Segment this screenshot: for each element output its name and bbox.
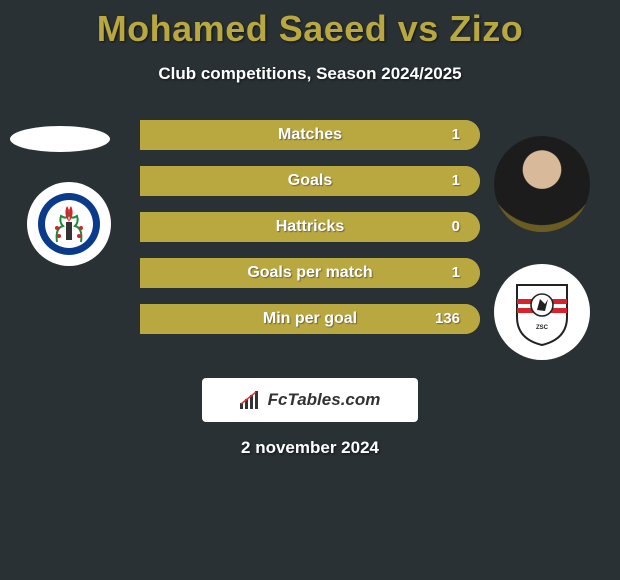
stat-row: Hattricks0: [140, 212, 480, 242]
stat-row: Goals per match1: [140, 258, 480, 288]
stat-bars: Matches1Goals1Hattricks0Goals per match1…: [140, 120, 480, 350]
stat-row: Min per goal136: [140, 304, 480, 334]
chart-icon: [240, 391, 262, 409]
page-title: Mohamed Saeed vs Zizo: [0, 0, 620, 50]
bar-value-right: 1: [452, 166, 460, 196]
subtitle: Club competitions, Season 2024/2025: [0, 64, 620, 84]
bar-value-right: 136: [435, 304, 460, 334]
right-player-photo: [494, 136, 590, 232]
date-label: 2 november 2024: [0, 438, 620, 458]
bar-value-right: 1: [452, 258, 460, 288]
right-club-badge: ZSC: [494, 264, 590, 360]
svg-text:ZSC: ZSC: [536, 325, 549, 331]
watermark: FcTables.com: [202, 378, 418, 422]
smouha-badge-icon: [37, 192, 101, 256]
bar-value-right: 1: [452, 120, 460, 150]
stat-row: Goals1: [140, 166, 480, 196]
bar-label: Goals: [140, 166, 480, 196]
bar-label: Min per goal: [140, 304, 480, 334]
bar-label: Goals per match: [140, 258, 480, 288]
comparison-stage: ZSC Matches1Goals1Hattricks0Goals per ma…: [0, 112, 620, 372]
left-player-placeholder: [10, 126, 110, 152]
bar-label: Hattricks: [140, 212, 480, 242]
stat-row: Matches1: [140, 120, 480, 150]
bar-label: Matches: [140, 120, 480, 150]
watermark-label: FcTables.com: [268, 390, 381, 410]
bar-value-right: 0: [452, 212, 460, 242]
left-club-badge: [27, 182, 111, 266]
zamalek-badge-icon: ZSC: [512, 277, 572, 347]
